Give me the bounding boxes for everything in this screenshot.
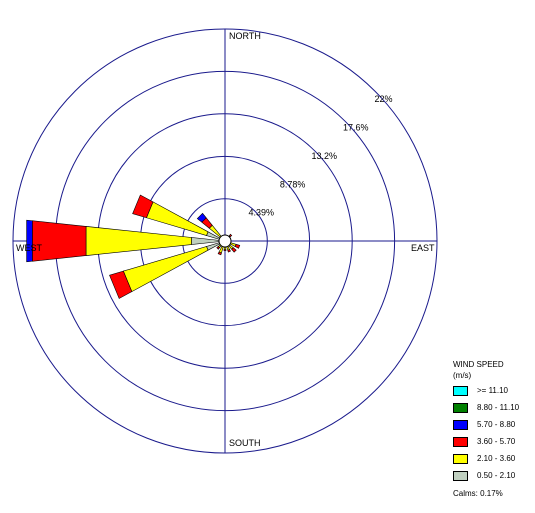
compass-label-south: SOUTH <box>229 438 261 448</box>
legend-label: 8.80 - 11.10 <box>477 403 520 412</box>
petal-segment <box>234 243 241 249</box>
petal-segment <box>32 220 87 262</box>
petal-segment <box>132 194 154 219</box>
ring-label: 4.39% <box>248 208 274 218</box>
legend-row: 3.60 - 5.70 <box>453 434 533 451</box>
calms-label: Calms: 0.17% <box>453 489 503 498</box>
legend-label: 0.50 - 2.10 <box>477 471 516 480</box>
petal-layer <box>26 194 241 299</box>
petal-segment <box>228 233 233 238</box>
petal-segment <box>109 270 133 299</box>
petal-segment <box>196 212 207 223</box>
petal-segment <box>231 247 237 253</box>
legend-label: >= 11.10 <box>477 386 508 395</box>
ring-label: 13.2% <box>312 151 338 161</box>
legend-row: 8.80 - 11.10 <box>453 400 533 417</box>
ring-label: 8.78% <box>280 179 306 189</box>
petal-segment <box>223 249 227 251</box>
legend-swatch <box>453 454 468 464</box>
legend-swatch <box>453 420 468 430</box>
petal-segment <box>216 246 220 250</box>
legend-title: WIND SPEED <box>453 360 504 369</box>
legend: WIND SPEED (m/s) >= 11.10 8.80 - 11.10 5… <box>453 359 533 498</box>
compass-label-north: NORTH <box>229 31 261 41</box>
legend-swatch <box>453 437 468 447</box>
legend-rows: >= 11.10 8.80 - 11.10 5.70 - 8.80 3.60 -… <box>453 383 533 485</box>
petal-segment <box>26 219 33 263</box>
ring-label: 22% <box>375 94 393 104</box>
legend-label: 2.10 - 3.60 <box>477 454 516 463</box>
petal-segment <box>217 251 222 256</box>
legend-swatch <box>453 471 468 481</box>
legend-row: 2.10 - 3.60 <box>453 451 533 468</box>
center-calm-circle <box>218 234 232 248</box>
petal-segment <box>227 249 231 253</box>
petal-segment <box>122 246 209 293</box>
legend-label: 3.60 - 5.70 <box>477 437 516 446</box>
ring-label: 17.6% <box>343 123 369 133</box>
legend-row: 0.50 - 2.10 <box>453 468 533 485</box>
legend-swatch <box>453 386 468 396</box>
legend-swatch <box>453 403 468 413</box>
ring-label-layer: 4.39% 8.78% 13.2% 17.6% 22% <box>248 94 392 218</box>
legend-row: >= 11.10 <box>453 383 533 400</box>
legend-units: (m/s) <box>453 371 472 380</box>
legend-row: 5.70 - 8.80 <box>453 417 533 434</box>
compass-label-east: EAST <box>411 243 435 253</box>
compass-label-west: WEST <box>16 243 43 253</box>
legend-label: 5.70 - 8.80 <box>477 420 516 429</box>
petal-segment <box>85 226 192 256</box>
